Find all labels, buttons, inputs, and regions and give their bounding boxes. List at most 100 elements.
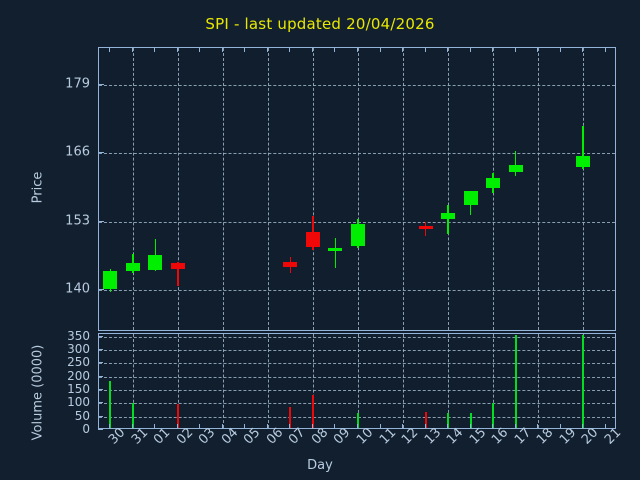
volume-vertical-gridline (358, 334, 359, 428)
candle-body (441, 213, 456, 220)
x-tick-mark (176, 424, 178, 429)
volume-plot-area (98, 333, 616, 429)
x-tick-mark (109, 424, 111, 429)
volume-tick-mark (98, 429, 103, 430)
price-axis-label: Price (30, 171, 46, 204)
x-tick-mark-top (199, 47, 201, 52)
candle-wick (582, 125, 584, 169)
x-axis-label: Day (307, 458, 333, 473)
x-tick-mark (582, 424, 584, 429)
price-tick-mark (98, 288, 104, 290)
volume-tick-label: 300 (67, 342, 90, 356)
candle-wick (469, 194, 472, 216)
candle-body (283, 261, 298, 267)
candle-body (148, 255, 163, 270)
x-tick-mark (357, 424, 358, 429)
volume-bar (131, 402, 134, 428)
candle-body (170, 262, 185, 269)
volume-vertical-gridline (448, 334, 450, 428)
x-tick-mark-top (176, 47, 178, 52)
volume-gridline (99, 336, 615, 338)
candle-body (103, 270, 118, 289)
x-tick-mark-top (492, 47, 494, 52)
x-tick-mark (311, 424, 313, 429)
x-tick-mark-top (131, 47, 133, 52)
price-gridline (99, 221, 615, 223)
x-tick-mark (604, 424, 606, 429)
volume-bar (447, 413, 450, 428)
x-tick-mark (221, 424, 223, 429)
volume-tick-label: 250 (67, 355, 90, 370)
volume-bar (514, 334, 517, 428)
price-vertical-gridline (267, 48, 269, 330)
volume-tick-mark (98, 375, 103, 377)
x-tick-mark (289, 424, 291, 429)
x-tick-mark-top (289, 47, 291, 52)
candle-wick (154, 239, 157, 271)
price-vertical-gridline (583, 48, 585, 330)
x-tick-mark-top (311, 47, 313, 52)
volume-vertical-gridline (403, 334, 405, 428)
candlestick-layer (99, 48, 615, 330)
price-vertical-gridline (177, 48, 179, 330)
x-tick-mark (379, 424, 381, 429)
price-vertical-gridline (312, 48, 314, 330)
volume-gridline (99, 390, 615, 391)
x-tick-mark-top (424, 47, 426, 52)
volume-bar (357, 413, 359, 428)
x-tick-mark-top (266, 47, 268, 52)
x-tick-mark (492, 424, 494, 429)
x-tick-mark-top (514, 47, 516, 52)
volume-tick-label: 150 (67, 382, 90, 396)
x-tick-mark-top (537, 47, 539, 52)
volume-tick-mark (98, 389, 103, 390)
volume-bar (492, 402, 495, 428)
volume-bar (109, 381, 112, 428)
x-tick-mark (244, 424, 246, 429)
volume-tick-mark (98, 335, 103, 337)
x-tick-mark-top (154, 47, 156, 52)
volume-tick-mark (98, 362, 103, 364)
price-tick-label: 166 (65, 144, 90, 160)
candle-body (508, 164, 523, 173)
x-tick-mark (199, 424, 201, 429)
x-tick-mark (469, 424, 471, 429)
volume-tick-mark (98, 402, 103, 404)
candle-wick (447, 204, 449, 235)
candle-body (486, 178, 501, 188)
x-tick-mark-top (221, 47, 223, 52)
candle-body (463, 191, 478, 205)
x-tick-mark-top (559, 47, 561, 52)
price-tick-mark (98, 83, 104, 85)
price-vertical-gridline (538, 48, 540, 330)
candle-wick (514, 151, 517, 177)
volume-bar (469, 413, 472, 428)
candle-body (418, 225, 433, 229)
volume-gridline (99, 403, 615, 405)
volume-tick-label: 350 (67, 328, 90, 343)
volume-tick-label: 50 (74, 408, 90, 423)
volume-gridline (99, 363, 615, 365)
volume-tick-mark (98, 415, 103, 417)
volume-vertical-gridline (312, 334, 314, 428)
price-vertical-gridline (448, 48, 450, 330)
volume-axis-label: Volume (0000) (30, 344, 46, 441)
volume-tick-label: 100 (67, 395, 90, 410)
volume-bar (582, 334, 585, 428)
x-tick-mark-top (379, 47, 381, 52)
x-tick-mark (537, 424, 539, 429)
candle-body (125, 262, 140, 271)
volume-vertical-gridline (177, 334, 179, 428)
volume-gridline (99, 350, 615, 351)
price-gridline (99, 289, 615, 291)
volume-gridline (99, 376, 615, 378)
volume-tick-mark (98, 349, 103, 350)
candle-wick (424, 221, 427, 237)
x-tick-mark-top (604, 47, 606, 52)
price-vertical-gridline (358, 48, 359, 330)
price-plot-area (98, 47, 616, 331)
x-tick-mark-top (582, 47, 584, 52)
x-tick-mark-top (469, 47, 471, 52)
volume-vertical-gridline (267, 334, 269, 428)
candle-wick (177, 261, 179, 286)
